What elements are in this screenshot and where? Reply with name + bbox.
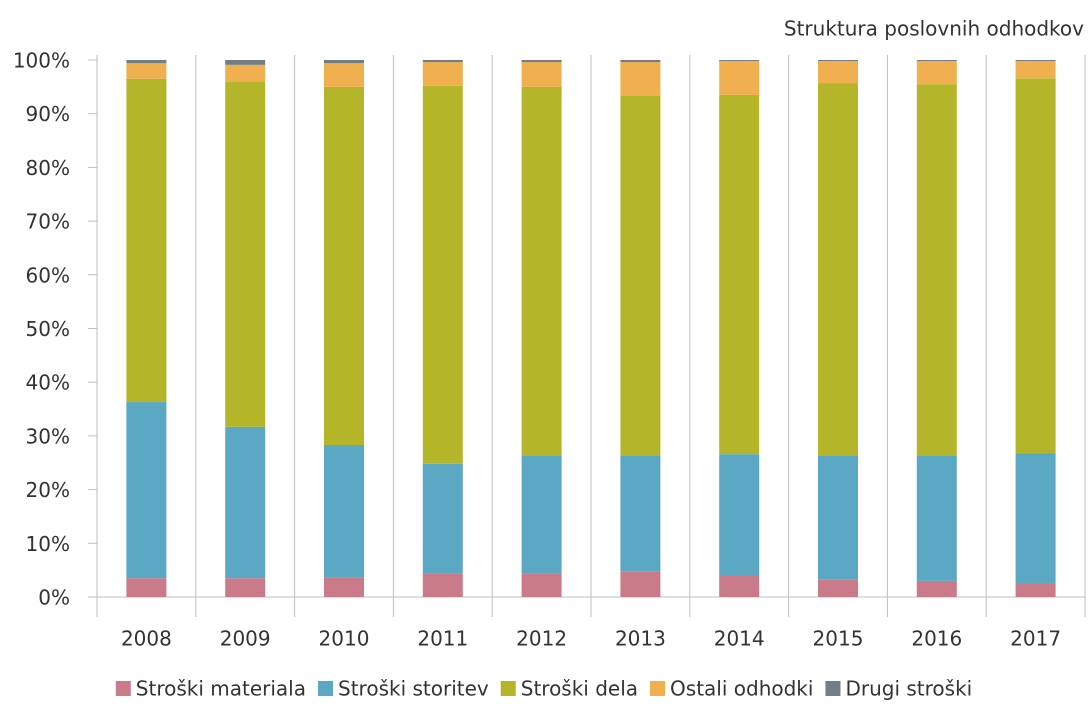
y-tick-label: 50% xyxy=(26,317,70,341)
bar-segment xyxy=(422,60,463,63)
bar-segment xyxy=(719,60,760,62)
x-tick-label: 2008 xyxy=(121,627,172,651)
bar-segment xyxy=(818,455,858,580)
bar-segment xyxy=(1015,583,1056,597)
bar-segment xyxy=(225,82,266,427)
x-tick-label: 2013 xyxy=(615,627,666,651)
bar-segment xyxy=(521,62,562,87)
bar-segment xyxy=(521,86,562,456)
bar-segment xyxy=(818,60,858,62)
legend-label: Stroški dela xyxy=(521,677,638,701)
x-tick-label: 2017 xyxy=(1010,627,1061,651)
bar-segment xyxy=(916,84,957,456)
bar-segment xyxy=(620,60,661,63)
bar-segment xyxy=(324,60,364,64)
bar-segment xyxy=(126,78,167,403)
bar-segment xyxy=(225,60,266,65)
legend-swatch xyxy=(650,681,666,696)
y-tick-label: 20% xyxy=(26,478,70,502)
bar-segment xyxy=(916,61,957,85)
y-tick-label: 60% xyxy=(26,263,70,287)
y-tick-label: 80% xyxy=(26,156,70,180)
bar-segment xyxy=(422,85,463,464)
y-tick-label: 40% xyxy=(26,371,70,395)
bar-segment xyxy=(422,463,463,574)
legend-swatch xyxy=(318,681,334,696)
y-tick-label: 0% xyxy=(38,586,70,610)
legend-label: Drugi stroški xyxy=(845,677,972,701)
bar-segment xyxy=(620,62,661,96)
bar-segment xyxy=(620,95,661,456)
x-tick-label: 2011 xyxy=(417,627,468,651)
bar-segment xyxy=(225,426,266,579)
bar-segment xyxy=(818,83,858,456)
bar-segment xyxy=(719,61,760,95)
x-tick-label: 2009 xyxy=(220,627,271,651)
bar-segment xyxy=(324,86,364,446)
bar-segment xyxy=(719,575,760,597)
bar-segment xyxy=(1015,78,1056,454)
legend-label: Stroški storitev xyxy=(338,677,489,701)
bar-segment xyxy=(521,60,562,63)
bar-segment xyxy=(818,61,858,84)
legend: Stroški materiala Stroški storitev Stroški… xyxy=(115,677,972,701)
y-tick-label: 90% xyxy=(26,102,70,126)
bar-segment xyxy=(620,455,661,572)
bar-segment xyxy=(422,573,463,597)
x-tick-label: 2012 xyxy=(516,627,567,651)
y-tick-label: 70% xyxy=(26,210,70,234)
bar-segment xyxy=(620,571,661,597)
bar-segment xyxy=(1015,60,1056,62)
legend-swatch xyxy=(115,681,131,696)
x-tick-label: 2010 xyxy=(319,627,370,651)
legend-label: Ostali odhodki xyxy=(670,677,813,701)
bar-segment xyxy=(521,455,562,574)
bar-segment xyxy=(1015,61,1056,79)
x-tick-label: 2014 xyxy=(714,627,765,651)
bar-segment xyxy=(719,454,760,576)
y-tick-label: 10% xyxy=(26,532,70,556)
x-tick-label: 2015 xyxy=(813,627,864,651)
bar-segment xyxy=(324,63,364,87)
bar-segment xyxy=(126,578,167,597)
bar-segment xyxy=(916,60,957,62)
bar-segment xyxy=(818,579,858,597)
x-tick-label: 2016 xyxy=(911,627,962,651)
legend-label: Stroški materiala xyxy=(136,677,306,701)
bar-segment xyxy=(324,577,364,597)
bar-segment xyxy=(126,60,167,64)
bar-segment xyxy=(916,455,957,581)
bar-segment xyxy=(719,94,760,455)
legend-swatch xyxy=(500,681,516,696)
y-tick-label: 100% xyxy=(13,49,70,73)
bar-segment xyxy=(1015,453,1056,584)
bar-segment xyxy=(225,64,266,83)
y-tick-label: 30% xyxy=(26,424,70,448)
chart-title: Struktura poslovnih odhodkov xyxy=(784,17,1084,41)
bar-segment xyxy=(422,62,463,86)
bar-segment xyxy=(916,580,957,597)
bar-segment xyxy=(126,63,167,79)
bar-segment xyxy=(521,573,562,597)
bar-segment xyxy=(324,445,364,578)
legend-swatch xyxy=(825,681,841,696)
bar-segment xyxy=(225,578,266,597)
bar-segment xyxy=(126,402,167,579)
